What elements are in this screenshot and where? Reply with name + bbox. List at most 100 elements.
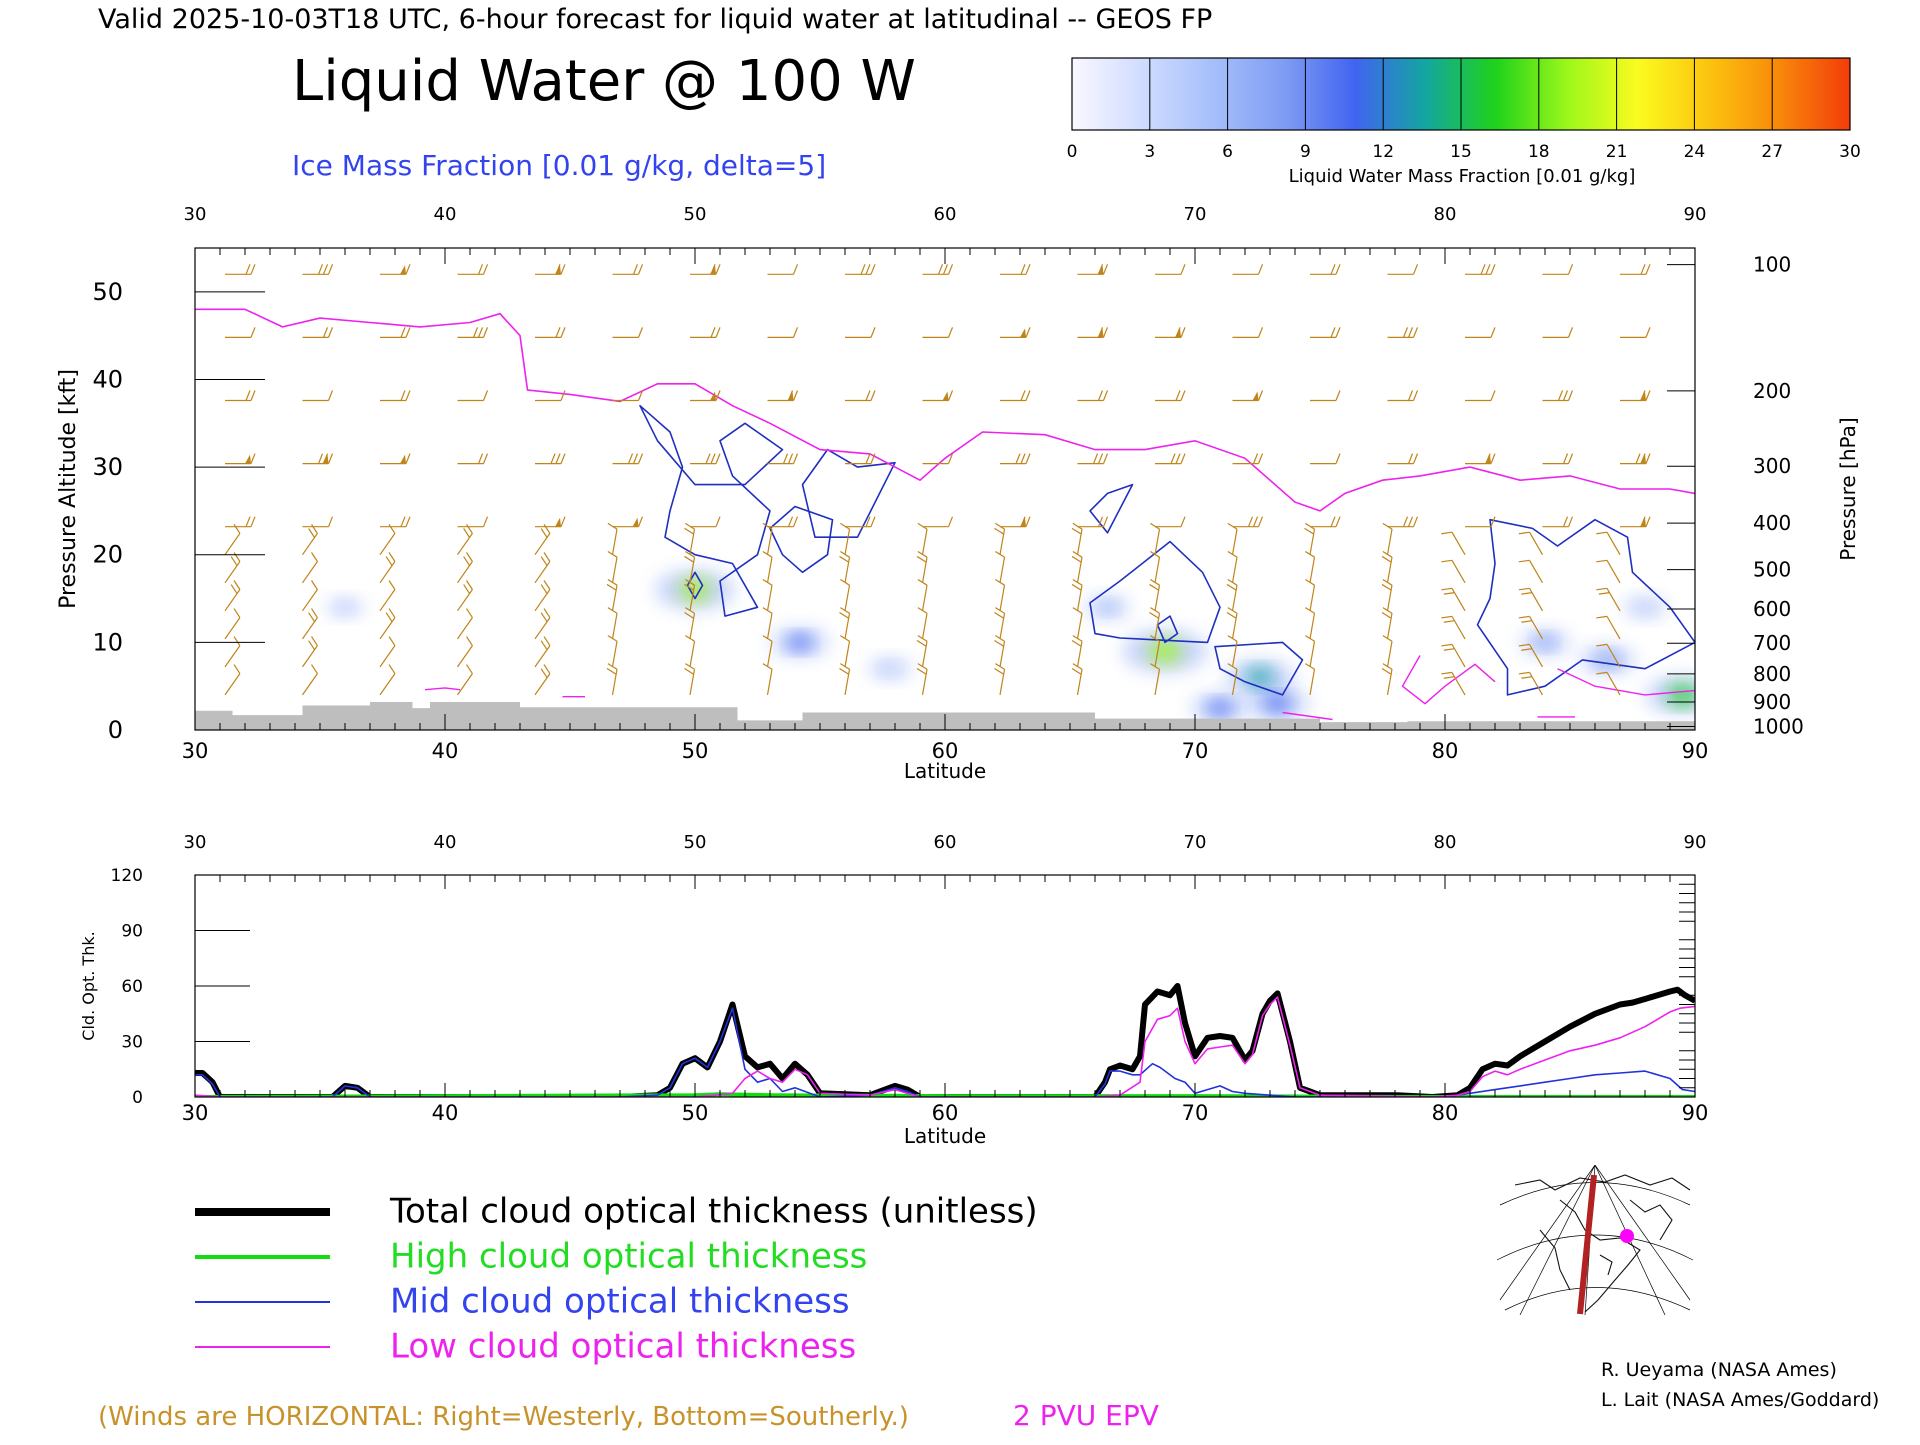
wind-barb xyxy=(1310,327,1341,338)
wind-barb xyxy=(922,516,954,528)
top-y-tick-label: 20 xyxy=(92,541,123,569)
wind-barb xyxy=(1542,516,1574,528)
wind-barb xyxy=(1542,390,1574,402)
wind-barb xyxy=(762,551,773,583)
bottom-x-tick-label: 50 xyxy=(682,1101,709,1125)
colorbar: 0 3 6 9 12 15 18 21 24 27 30 xyxy=(1067,57,1861,162)
wind-barb xyxy=(607,635,618,668)
top-xlabel: Latitude xyxy=(904,759,986,783)
colorbar-tick-label: 30 xyxy=(1839,142,1861,162)
top-ylabel-right: Pressure [hPa] xyxy=(1836,417,1860,560)
wind-barb xyxy=(302,664,318,696)
top-x-tick-label: 50 xyxy=(682,739,709,763)
wind-barb xyxy=(457,636,473,668)
wind-barb xyxy=(1077,516,1109,528)
wind-barb xyxy=(684,663,696,696)
wind-barb xyxy=(762,663,773,696)
liquid-water-core xyxy=(1637,601,1653,613)
top-pressure-tick-label: 900 xyxy=(1753,690,1791,714)
wind-barb xyxy=(457,608,473,640)
legend: Total cloud optical thickness (unitless)… xyxy=(195,1192,1038,1367)
wind-barb xyxy=(762,607,773,640)
wind-barb xyxy=(1227,522,1238,555)
wind-barb xyxy=(690,264,721,275)
wind-barb xyxy=(685,635,696,668)
wind-barb xyxy=(534,608,551,640)
wind-barb xyxy=(607,607,618,640)
wind-barb xyxy=(767,390,799,402)
wind-barb xyxy=(534,552,551,584)
wind-barb xyxy=(612,390,644,402)
colorbar-tick-label: 18 xyxy=(1528,142,1550,162)
wind-barb xyxy=(840,635,851,668)
bottom-x-tick-label: 30 xyxy=(182,1101,209,1125)
wind-barb xyxy=(684,579,696,611)
wind-barb xyxy=(839,607,851,640)
bottom-x-tick-label-upper: 80 xyxy=(1434,832,1457,853)
wind-barb xyxy=(534,636,551,668)
colorbar-label: Liquid Water Mass Fraction [0.01 g/kg] xyxy=(1289,166,1636,187)
wind-barb xyxy=(916,551,928,583)
wind-barb xyxy=(1518,671,1544,696)
wind-barb xyxy=(1071,522,1083,555)
wind-barb xyxy=(994,522,1006,555)
bottom-plot-frame xyxy=(194,874,1696,1098)
top-pressure-tick-label: 800 xyxy=(1753,662,1791,686)
ice-contour xyxy=(1156,615,1179,644)
colorbar-tick-label: 9 xyxy=(1300,142,1311,162)
wind-barb xyxy=(457,327,489,338)
wind-barb xyxy=(922,327,954,338)
top-x-tick-label-upper: 70 xyxy=(1184,204,1207,225)
wind-barb xyxy=(225,264,256,275)
wind-barb xyxy=(1382,522,1393,555)
top-x-tick-label: 30 xyxy=(182,739,209,763)
wind-barb xyxy=(1620,390,1651,402)
wind-barb xyxy=(302,453,334,465)
credit-lait: L. Lait (NASA Ames/Goddard) xyxy=(1601,1389,1879,1411)
wind-barb xyxy=(1518,615,1544,640)
wind-barb xyxy=(380,390,411,402)
epv-fragment xyxy=(1282,711,1333,721)
wind-barb xyxy=(225,453,256,465)
bottom-xlabel: Latitude xyxy=(904,1124,986,1148)
wind-barb xyxy=(1465,327,1496,338)
wind-barb xyxy=(917,522,928,555)
wind-barb xyxy=(535,390,566,402)
wind-barb xyxy=(684,551,696,583)
wind-barb xyxy=(380,264,411,275)
wind-barb xyxy=(1305,607,1316,640)
colorbar-frame xyxy=(1071,57,1851,131)
wind-barb xyxy=(1305,635,1316,668)
wind-barb xyxy=(380,453,411,465)
wind-barb xyxy=(1150,551,1161,583)
wind-barb xyxy=(845,327,876,338)
legend-label-total: Total cloud optical thickness (unitless) xyxy=(389,1192,1038,1232)
ice-contour xyxy=(1089,540,1221,644)
wind-barb xyxy=(690,453,721,465)
bottom-x-tick-label-upper: 70 xyxy=(1184,832,1207,853)
wind-barb xyxy=(1596,531,1621,556)
wind-barb xyxy=(457,580,473,612)
wind-barb xyxy=(457,264,489,275)
wind-barb xyxy=(762,522,773,555)
wind-barbs xyxy=(224,264,1651,696)
top-y-tick-label: 30 xyxy=(92,453,123,481)
bottom-y-tick-label: 0 xyxy=(132,1088,143,1108)
bottom-x-tick-label-upper: 50 xyxy=(684,832,707,853)
inset-section-line xyxy=(1577,1174,1597,1315)
epv-2pvu-line xyxy=(195,308,1695,721)
wind-barb xyxy=(1000,453,1031,465)
top-pressure-tick-label: 500 xyxy=(1753,558,1791,582)
wind-barb xyxy=(1596,671,1621,696)
wind-barb xyxy=(1381,579,1393,611)
main-title: Liquid Water @ 100 W xyxy=(292,49,916,114)
wind-barb xyxy=(302,327,334,338)
wind-barb xyxy=(1071,635,1083,668)
wind-barb xyxy=(1387,264,1419,275)
wind-barb xyxy=(1620,453,1651,465)
wind-barb xyxy=(1077,264,1109,275)
wind-barb xyxy=(224,608,241,640)
wind-barb xyxy=(1150,663,1161,696)
colorbar-tick-label: 27 xyxy=(1761,142,1783,162)
